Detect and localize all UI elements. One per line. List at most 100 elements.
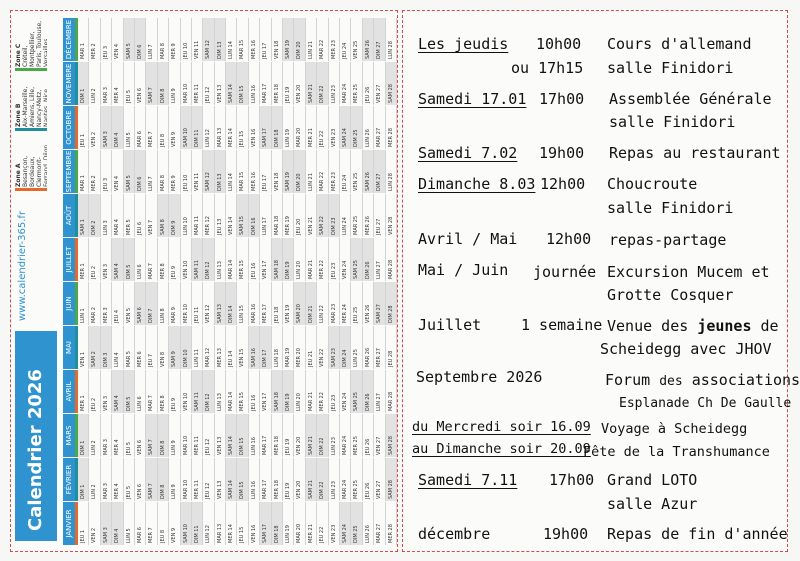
calendar-day: LUN 23 (328, 62, 340, 105)
calendar-day: LUN 28 (385, 18, 397, 61)
calendar-day: MER 1 (78, 238, 90, 281)
calendar-day: DIM 15 (237, 414, 249, 457)
calendar-day: VEN 10 (180, 238, 192, 281)
calendar-day: DIM 22 (317, 414, 329, 457)
calendar-day: VEN 13 (214, 62, 227, 105)
calendar-day: JEU 7 (146, 326, 158, 369)
zone-c: Zone C Créteil, Montpellier, Paris, Toulo… (15, 15, 47, 71)
calendar-day: MAR 1 (78, 18, 90, 61)
calendar-day: MER 28 (385, 502, 397, 545)
calendar-day: MER 25 (351, 62, 363, 105)
calendar-day: VEN 20 (294, 458, 306, 501)
calendar-day: MAR 10 (180, 458, 192, 501)
calendar-day: SAM 28 (385, 458, 397, 501)
calendar-day: LUN 14 (226, 150, 238, 193)
calendar-day: LUN 28 (385, 150, 397, 193)
calendar-day: LUN 18 (271, 326, 284, 369)
calendar-day: VEN 16 (248, 502, 261, 545)
month-header: JUILLET (63, 238, 75, 281)
calendar-day: LUN 10 (180, 194, 192, 237)
calendar-day: SAM 1 (78, 194, 90, 237)
calendar-day: JEU 28 (385, 326, 397, 369)
event-desc: repas-partage (609, 231, 727, 249)
calendar-day: LUN 23 (328, 414, 340, 457)
calendar-panel: Calendrier 2026 www.calendrier-365.fr Zo… (10, 10, 398, 552)
calendar-day: MAR 21 (305, 238, 318, 281)
event-time: 10h00 (536, 35, 582, 53)
calendar-day: JEU 2 (89, 238, 101, 281)
calendar-day: SAM 19 (283, 18, 295, 61)
calendar-day: MER 8 (157, 238, 170, 281)
calendar-day: DIM 21 (305, 282, 318, 325)
calendar-day: VEN 3 (100, 370, 113, 413)
calendar-day: MAR 28 (385, 238, 397, 281)
month-column: OCTOBRE JEU 1 VEN 2 SAM 3 DIM 4 LUN 5 MAR 6 MER… (63, 106, 397, 149)
event-date: décembre (418, 525, 491, 543)
calendar-day: VEN 7 (146, 194, 158, 237)
calendar-day: VEN 5 (123, 282, 135, 325)
calendar-day: MAR 7 (146, 238, 158, 281)
month-column: JUILLET MER 1 JEU 2 VEN 3 SAM 4 DIM 5 LUN 6 MAR… (63, 238, 397, 281)
calendar-day: SAM 7 (146, 414, 158, 457)
zone-c-text: Créteil, Montpellier, Paris, Toulouse, V… (22, 20, 47, 67)
calendar-day: MAR 29 (396, 18, 397, 61)
calendar-day: LUN 8 (157, 282, 170, 325)
calendar-day: VEN 13 (214, 458, 227, 501)
event-time: 19h00 (539, 144, 585, 162)
month-column: NOVEMBRE DIM 1 LUN 2 MAR 3 MER 4 JEU 5 VEN 6 SA… (63, 62, 397, 105)
calendar-day: SAM 20 (294, 282, 306, 325)
calendar-day: SAM 25 (351, 238, 363, 281)
calendar-day: VEN 6 (134, 458, 147, 501)
calendar-day: DIM 29 (396, 414, 397, 457)
event-desc-part: associations (691, 371, 800, 389)
calendar-day: VEN 20 (294, 414, 306, 457)
calendar-day: SAM 15 (237, 194, 249, 237)
calendar-day: MAR 22 (317, 18, 329, 61)
calendar-day: MAR 26 (362, 326, 375, 369)
calendar-day: MER 11 (191, 62, 204, 105)
calendar-day: MER 21 (305, 502, 318, 545)
calendar-day: LUN 19 (283, 502, 295, 545)
event-date: Samedi 7.11 (418, 471, 518, 489)
event-desc: Excursion Mucem et (607, 263, 770, 281)
calendar-day: MAR 17 (260, 458, 272, 501)
calendar-day: MAR 27 (374, 106, 386, 149)
calendar-day: SAM 26 (362, 18, 375, 61)
calendar-day: DIM 5 (123, 238, 135, 281)
zone-a-label: Zone A (15, 163, 22, 187)
calendar-day: MAR 12 (203, 326, 215, 369)
calendar-day: MER 10 (180, 282, 192, 325)
calendar-day: SAM 17 (260, 106, 272, 149)
calendar-day: SAM 14 (226, 458, 238, 501)
calendar-day: MER 29 (396, 238, 397, 281)
calendar-day: DIM 25 (351, 502, 363, 545)
calendar-day: MER 11 (191, 458, 204, 501)
event-date: Les jeudis (418, 35, 509, 53)
event-desc-2: salle Finidori (607, 59, 734, 77)
calendar-day: MER 16 (248, 150, 261, 193)
calendar-day: MER 17 (260, 282, 272, 325)
month-header: MAI (63, 326, 75, 369)
calendar-day: MER 29 (396, 370, 397, 413)
calendar-day: MER 9 (169, 18, 181, 61)
calendar-day: DIM 5 (123, 370, 135, 413)
month-header: DÉCEMBRE (63, 18, 75, 61)
calendar-day: SAM 12 (203, 18, 215, 61)
calendar-day: JEU 12 (203, 62, 215, 105)
calendar-day: MAR 18 (271, 194, 284, 237)
calendar-day: VEN 27 (374, 458, 386, 501)
calendar-day: JEU 26 (362, 62, 375, 105)
calendar-day: LUN 12 (203, 106, 215, 149)
calendar-day: VEN 18 (271, 18, 284, 61)
calendar-day: MAR 25 (351, 194, 363, 237)
calendar-day: VEN 25 (351, 18, 363, 61)
zone-a-text: Besançon, Bordeaux, Clermont-Ferrand, Di… (22, 142, 47, 187)
calendar-day: MAR 16 (248, 282, 261, 325)
calendar-day: MER 25 (351, 458, 363, 501)
calendar-day: JEU 8 (157, 502, 170, 545)
calendar-day: SAM 10 (180, 502, 192, 545)
calendar-day: LUN 11 (191, 326, 204, 369)
calendar-day: DIM 28 (385, 282, 397, 325)
calendar-day: LUN 20 (294, 238, 306, 281)
calendar-day: SAM 14 (226, 414, 238, 457)
